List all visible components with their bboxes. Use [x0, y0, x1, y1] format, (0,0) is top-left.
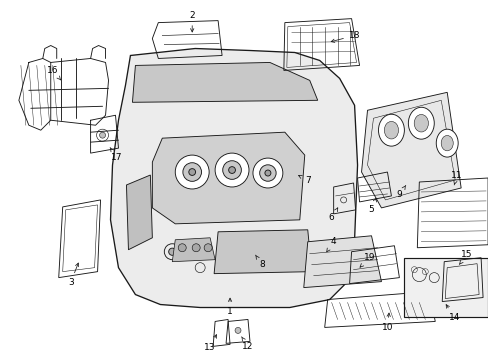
Text: 1: 1	[227, 298, 232, 316]
Text: 2: 2	[189, 11, 195, 32]
Circle shape	[252, 158, 282, 188]
Text: 12: 12	[241, 337, 253, 351]
Circle shape	[259, 165, 276, 181]
Text: 16: 16	[47, 66, 61, 80]
Circle shape	[203, 244, 212, 252]
Text: 3: 3	[68, 263, 79, 287]
Text: 5: 5	[368, 198, 376, 215]
Text: 18: 18	[330, 31, 360, 42]
Text: 8: 8	[255, 255, 264, 269]
Circle shape	[188, 168, 195, 175]
Polygon shape	[126, 175, 152, 250]
Text: 14: 14	[445, 305, 459, 322]
Ellipse shape	[407, 107, 433, 139]
Circle shape	[175, 155, 209, 189]
Text: 13: 13	[204, 335, 216, 352]
Text: 10: 10	[381, 313, 392, 332]
Text: 7: 7	[298, 175, 310, 185]
Text: 9: 9	[396, 185, 405, 199]
Circle shape	[183, 163, 201, 181]
Circle shape	[192, 244, 200, 252]
Circle shape	[178, 244, 186, 252]
Polygon shape	[404, 258, 487, 318]
Polygon shape	[152, 132, 304, 224]
Polygon shape	[110, 49, 357, 307]
Ellipse shape	[413, 114, 427, 132]
Ellipse shape	[440, 135, 452, 151]
Ellipse shape	[378, 114, 404, 146]
Ellipse shape	[384, 121, 398, 139]
Circle shape	[264, 170, 270, 176]
Text: 4: 4	[326, 237, 336, 252]
Polygon shape	[132, 62, 317, 102]
Polygon shape	[172, 238, 215, 262]
Circle shape	[235, 328, 241, 333]
Circle shape	[222, 161, 241, 179]
Text: 11: 11	[450, 171, 462, 185]
Polygon shape	[361, 92, 460, 208]
Polygon shape	[303, 236, 381, 288]
Text: 17: 17	[110, 148, 122, 162]
Circle shape	[168, 248, 176, 255]
Text: 6: 6	[328, 208, 337, 222]
Text: 15: 15	[459, 250, 472, 264]
Circle shape	[100, 132, 105, 138]
Circle shape	[228, 167, 235, 174]
Text: 19: 19	[359, 253, 374, 267]
Ellipse shape	[435, 129, 457, 157]
Circle shape	[215, 153, 248, 187]
Polygon shape	[214, 230, 311, 274]
